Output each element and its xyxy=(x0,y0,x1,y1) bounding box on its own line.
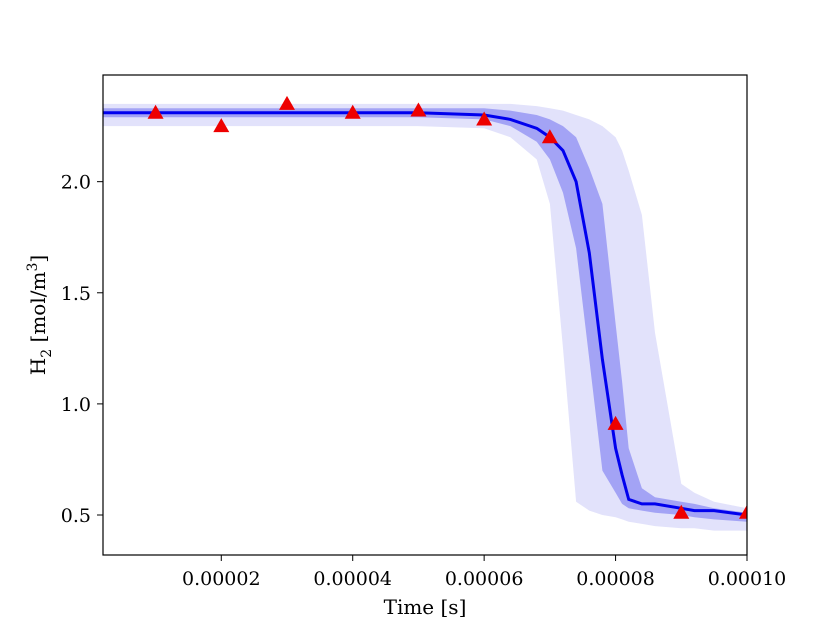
triangle-marker xyxy=(541,129,558,144)
triangle-marker xyxy=(147,104,164,119)
x-tick-label: 0.00004 xyxy=(313,568,392,590)
triangle-marker xyxy=(739,504,747,519)
triangle-marker xyxy=(213,118,230,133)
y-tick-label: 1.5 xyxy=(61,283,91,305)
y-tick-label: 0.5 xyxy=(61,505,91,527)
y-axis-ticks: 0.5 1.0 1.5 2.0 xyxy=(61,172,103,527)
y-axis-label: H2 [mol/m3] xyxy=(25,255,55,375)
triangle-marker xyxy=(410,102,427,117)
y-tick-label: 2.0 xyxy=(61,172,91,194)
x-tick-label: 0.00008 xyxy=(576,568,655,590)
plot-area xyxy=(103,95,747,531)
y-tick-label: 1.0 xyxy=(61,394,91,416)
triangle-marker xyxy=(344,104,361,119)
x-tick-label: 0.00002 xyxy=(182,568,261,590)
triangle-marker xyxy=(279,95,295,110)
plot-frame xyxy=(102,74,748,556)
observation-markers xyxy=(147,95,747,519)
outer-confidence-band xyxy=(103,103,747,531)
triangle-marker xyxy=(607,415,624,430)
x-axis-label: Time [s] xyxy=(384,595,467,619)
inner-confidence-band xyxy=(103,108,747,522)
x-tick-label: 0.00010 xyxy=(708,568,787,590)
mean-line xyxy=(103,111,747,517)
x-tick-label: 0.00006 xyxy=(445,568,524,590)
triangle-marker xyxy=(476,111,493,126)
triangle-marker xyxy=(673,504,690,519)
x-axis-ticks: 0.00002 0.00004 0.00006 0.00008 0.00010 xyxy=(182,555,786,590)
